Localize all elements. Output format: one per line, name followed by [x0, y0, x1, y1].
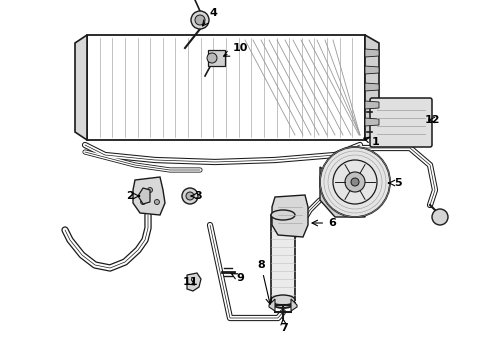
Polygon shape	[138, 188, 150, 204]
Circle shape	[432, 209, 448, 225]
Circle shape	[207, 53, 217, 63]
Circle shape	[186, 192, 194, 200]
Text: 3: 3	[191, 191, 202, 201]
Polygon shape	[269, 299, 275, 311]
Polygon shape	[291, 299, 297, 311]
Text: 8: 8	[257, 260, 271, 304]
Polygon shape	[365, 49, 379, 57]
Polygon shape	[133, 177, 165, 215]
Circle shape	[345, 172, 365, 192]
Polygon shape	[208, 50, 225, 66]
Circle shape	[351, 178, 359, 186]
Polygon shape	[272, 195, 308, 237]
Circle shape	[182, 188, 198, 204]
Polygon shape	[75, 35, 87, 140]
Polygon shape	[187, 273, 201, 291]
Circle shape	[195, 15, 205, 25]
Ellipse shape	[271, 210, 295, 220]
Text: 9: 9	[231, 273, 244, 283]
Polygon shape	[271, 215, 295, 300]
Text: 2: 2	[126, 191, 140, 201]
Circle shape	[154, 199, 159, 204]
Polygon shape	[320, 167, 365, 217]
Polygon shape	[365, 101, 379, 109]
Circle shape	[147, 188, 152, 193]
Text: 12: 12	[424, 115, 440, 125]
Polygon shape	[365, 118, 379, 126]
Text: 10: 10	[223, 43, 247, 56]
Polygon shape	[365, 66, 379, 74]
FancyBboxPatch shape	[370, 98, 432, 147]
Text: 6: 6	[312, 218, 336, 228]
Text: 1: 1	[364, 137, 380, 147]
Text: 7: 7	[280, 319, 288, 333]
Ellipse shape	[271, 295, 295, 305]
Circle shape	[191, 11, 209, 29]
Polygon shape	[365, 83, 379, 91]
Polygon shape	[365, 35, 379, 140]
Text: 11: 11	[182, 277, 198, 287]
Circle shape	[141, 199, 146, 204]
Text: 4: 4	[202, 8, 217, 26]
Text: 5: 5	[389, 178, 402, 188]
Circle shape	[320, 147, 390, 217]
